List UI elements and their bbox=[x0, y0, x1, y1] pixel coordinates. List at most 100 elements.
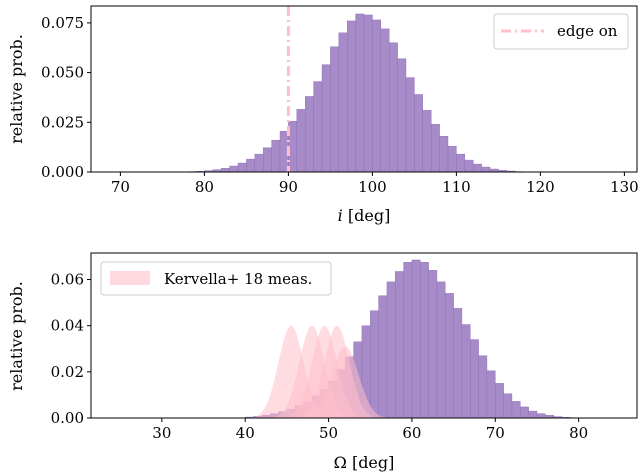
x-tick-label: 60 bbox=[402, 424, 421, 442]
bottom-histogram-bars bbox=[245, 259, 571, 419]
histogram-bar bbox=[414, 94, 423, 173]
histogram-bar bbox=[246, 158, 255, 173]
y-tick-label: 0.02 bbox=[51, 363, 84, 381]
histogram-bar bbox=[321, 64, 331, 173]
histogram-bar bbox=[473, 163, 482, 173]
histogram-bar bbox=[478, 355, 488, 419]
histogram-bar bbox=[445, 293, 454, 419]
y-tick-label: 0.075 bbox=[41, 14, 84, 32]
histogram-bar bbox=[305, 96, 314, 173]
histogram-bar bbox=[405, 77, 415, 173]
histogram-bar bbox=[254, 153, 264, 173]
top-xlabel-unit: [deg] bbox=[343, 206, 391, 225]
histogram-bar bbox=[370, 310, 379, 419]
x-tick-label: 120 bbox=[526, 178, 555, 196]
y-tick-label: 0.00 bbox=[51, 409, 84, 427]
histogram-bar bbox=[271, 139, 281, 173]
bottom-legend-label: Kervella+ 18 meas. bbox=[164, 270, 312, 288]
histogram-bar bbox=[461, 324, 471, 419]
histogram-bar bbox=[453, 308, 463, 419]
bottom-legend-patch-swatch bbox=[110, 271, 150, 285]
bottom-legend: Kervella+ 18 meas. bbox=[100, 261, 332, 296]
histogram-bar bbox=[330, 46, 339, 173]
top-panel: 70 80 90 100 110 120 130 0.0000.0250.0500.075 … bbox=[7, 5, 639, 225]
histogram-bar bbox=[363, 14, 373, 173]
histogram-bar bbox=[431, 124, 440, 173]
histogram-bar bbox=[386, 281, 396, 419]
histogram-bar bbox=[220, 168, 230, 173]
bottom-y-ticks: 0.00 0.02 0.04 0.06 bbox=[51, 271, 91, 427]
histogram-bar bbox=[481, 166, 491, 173]
histogram-bar bbox=[456, 153, 465, 173]
histogram-bar bbox=[389, 42, 398, 173]
x-tick-label: 50 bbox=[319, 424, 338, 442]
histogram-bar bbox=[378, 295, 388, 419]
bottom-panel: 30 40 50 60 70 80 0.00 0.02 0.04 0.06 Ω [deg] re… bbox=[7, 252, 638, 472]
kervella-gaussian bbox=[285, 346, 406, 418]
x-tick-label: 70 bbox=[111, 178, 130, 196]
histogram-bar bbox=[464, 159, 474, 173]
histogram-bar bbox=[237, 162, 247, 173]
top-x-ticks: 70 80 90 100 110 120 130 bbox=[111, 172, 639, 196]
top-y-ticks: 0.000 0.025 0.050 0.075 bbox=[41, 14, 91, 181]
top-axes-frame bbox=[90, 5, 638, 173]
top-legend-box bbox=[493, 13, 629, 50]
histogram-bar bbox=[411, 259, 421, 419]
x-tick-label: 40 bbox=[236, 424, 255, 442]
x-tick-label: 80 bbox=[195, 178, 214, 196]
histogram-bar bbox=[313, 81, 323, 173]
x-tick-label: 110 bbox=[442, 178, 471, 196]
kervella-gaussian bbox=[234, 325, 348, 418]
histogram-bar bbox=[263, 147, 272, 173]
histogram-bar bbox=[439, 136, 449, 173]
histogram-bar bbox=[495, 383, 504, 419]
top-y-axis-label: relative prob. bbox=[7, 34, 26, 144]
histogram-bar bbox=[229, 165, 239, 173]
histogram-bar bbox=[520, 406, 529, 419]
svg-text:i [deg]: i [deg] bbox=[338, 206, 391, 225]
histogram-bar bbox=[380, 28, 390, 173]
x-tick-label: 90 bbox=[279, 178, 298, 196]
x-tick-label: 130 bbox=[610, 178, 639, 196]
histogram-bar bbox=[428, 270, 438, 419]
histogram-bar bbox=[420, 262, 429, 419]
histogram-bar bbox=[347, 20, 356, 173]
histogram-bar bbox=[338, 32, 348, 173]
x-tick-label: 100 bbox=[358, 178, 387, 196]
histogram-bar bbox=[511, 401, 521, 419]
histogram-bar bbox=[528, 410, 538, 419]
top-x-axis-label: i [deg] bbox=[338, 206, 391, 225]
bottom-kervella-overlay bbox=[234, 325, 406, 418]
y-tick-label: 0.04 bbox=[51, 317, 84, 335]
bottom-x-axis-label: Ω [deg] bbox=[334, 453, 395, 472]
y-tick-label: 0.06 bbox=[51, 271, 84, 289]
y-tick-label: 0.025 bbox=[41, 113, 84, 131]
histogram-bar bbox=[536, 413, 546, 419]
histogram-bar bbox=[436, 281, 446, 419]
histogram-bar bbox=[447, 145, 457, 173]
top-legend: edge on bbox=[493, 13, 629, 50]
histogram-bar bbox=[372, 19, 381, 173]
histogram-bar bbox=[395, 271, 404, 419]
x-tick-label: 70 bbox=[486, 424, 505, 442]
histogram-bar bbox=[486, 370, 496, 419]
histogram-bar bbox=[470, 339, 479, 419]
bottom-x-ticks: 30 40 50 60 70 80 bbox=[152, 418, 588, 442]
top-legend-label: edge on bbox=[557, 22, 618, 40]
histogram-bar bbox=[397, 58, 407, 173]
histogram-bar bbox=[355, 13, 365, 173]
x-tick-label: 80 bbox=[569, 424, 588, 442]
bottom-y-axis-label: relative prob. bbox=[7, 281, 26, 391]
histogram-bar bbox=[296, 109, 306, 173]
histogram-bar bbox=[422, 110, 432, 173]
top-histogram-bars bbox=[187, 13, 524, 173]
x-tick-label: 30 bbox=[152, 424, 171, 442]
top-xlabel-symbol: i bbox=[338, 206, 343, 225]
bottom-legend-box bbox=[100, 261, 332, 296]
bottom-axes-frame bbox=[90, 252, 638, 419]
y-tick-label: 0.050 bbox=[41, 64, 84, 82]
y-tick-label: 0.000 bbox=[41, 163, 84, 181]
histogram-bar bbox=[503, 393, 513, 419]
histogram-bar bbox=[403, 262, 413, 419]
